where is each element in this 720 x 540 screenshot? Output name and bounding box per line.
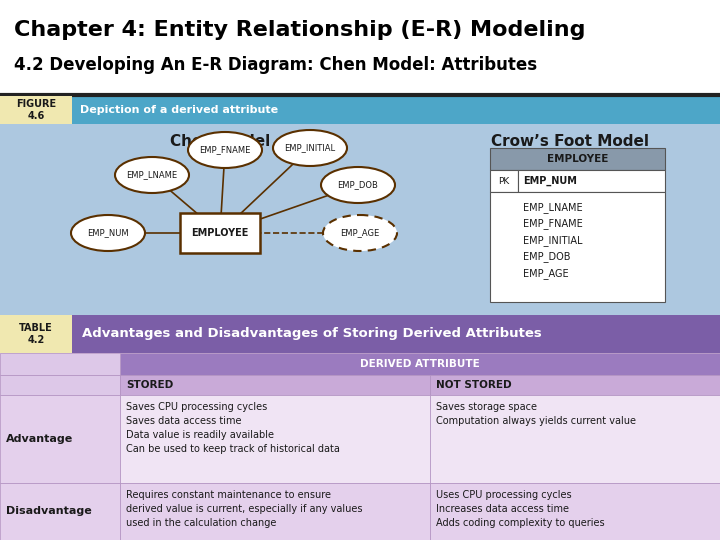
Text: EMPLOYEE: EMPLOYEE	[192, 228, 248, 238]
Text: EMP_LNAME: EMP_LNAME	[127, 171, 178, 179]
Ellipse shape	[273, 130, 347, 166]
Text: EMP_LNAME
EMP_FNAME
EMP_INITIAL
EMP_DOB
EMP_AGE: EMP_LNAME EMP_FNAME EMP_INITIAL EMP_DOB …	[523, 202, 582, 279]
Text: DERIVED ATTRIBUTE: DERIVED ATTRIBUTE	[360, 359, 480, 369]
Bar	[0, 353, 720, 540]
Bar	[180, 213, 260, 253]
Text: Chen Model: Chen Model	[170, 134, 270, 150]
Bar	[490, 170, 518, 192]
Bar	[0, 315, 72, 353]
Text: EMPLOYEE: EMPLOYEE	[546, 154, 608, 164]
Bar	[490, 148, 665, 170]
Text: Chapter 4: Entity Relationship (E-R) Modeling: Chapter 4: Entity Relationship (E-R) Mod…	[14, 20, 585, 40]
Text: Requires constant maintenance to ensure
derived value is current, especially if : Requires constant maintenance to ensure …	[126, 490, 362, 528]
Text: EMP_FNAME: EMP_FNAME	[199, 145, 251, 154]
Text: PK: PK	[498, 177, 510, 186]
Bar	[0, 395, 120, 483]
Bar	[430, 483, 720, 540]
Bar	[430, 375, 720, 395]
Text: EMP_INITIAL: EMP_INITIAL	[284, 144, 336, 152]
Text: STORED: STORED	[126, 380, 174, 390]
Bar	[0, 96, 720, 315]
Text: EMP_NUM: EMP_NUM	[87, 228, 129, 238]
Bar	[0, 96, 72, 124]
Bar	[120, 483, 430, 540]
Text: Crow’s Foot Model: Crow’s Foot Model	[491, 134, 649, 150]
Text: 4.2 Developing An E-R Diagram: Chen Model: Attributes: 4.2 Developing An E-R Diagram: Chen Mode…	[14, 56, 537, 74]
Text: TABLE
4.2: TABLE 4.2	[19, 323, 53, 345]
Bar	[0, 96, 720, 124]
Bar	[430, 395, 720, 483]
Text: EMP_NUM: EMP_NUM	[523, 176, 577, 186]
Bar	[0, 375, 120, 395]
Text: EMP_DOB: EMP_DOB	[338, 180, 379, 190]
Ellipse shape	[115, 157, 189, 193]
Text: Disadvantage: Disadvantage	[6, 507, 91, 516]
Bar	[120, 353, 720, 375]
Ellipse shape	[323, 215, 397, 251]
Text: Depiction of a derived attribute: Depiction of a derived attribute	[80, 105, 278, 115]
Ellipse shape	[321, 167, 395, 203]
Ellipse shape	[188, 132, 262, 168]
Text: Saves CPU processing cycles
Saves data access time
Data value is readily availab: Saves CPU processing cycles Saves data a…	[126, 402, 340, 454]
Text: Saves storage space
Computation always yields current value: Saves storage space Computation always y…	[436, 402, 636, 426]
Bar	[0, 0, 720, 95]
Text: EMP_AGE: EMP_AGE	[341, 228, 379, 238]
Text: FIGURE
4.6: FIGURE 4.6	[16, 99, 56, 121]
Bar	[518, 170, 665, 192]
Text: Advantage: Advantage	[6, 434, 73, 444]
Bar	[0, 483, 120, 540]
Bar	[0, 353, 120, 375]
Bar	[120, 375, 430, 395]
Bar	[490, 192, 665, 302]
Bar	[0, 315, 720, 353]
Text: Uses CPU processing cycles
Increases data access time
Adds coding complexity to : Uses CPU processing cycles Increases dat…	[436, 490, 605, 528]
Text: NOT STORED: NOT STORED	[436, 380, 512, 390]
Bar	[120, 395, 430, 483]
Ellipse shape	[71, 215, 145, 251]
Text: Advantages and Disadvantages of Storing Derived Attributes: Advantages and Disadvantages of Storing …	[82, 327, 541, 341]
